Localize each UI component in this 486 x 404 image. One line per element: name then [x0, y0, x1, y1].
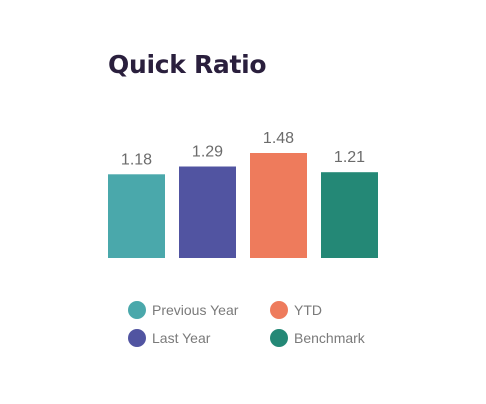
legend-item-benchmark: Benchmark — [270, 328, 365, 348]
bar-ytd — [250, 153, 307, 258]
legend-label: YTD — [294, 302, 322, 318]
bar-previous-year — [108, 174, 165, 258]
legend-label: Benchmark — [294, 330, 365, 346]
legend-label: Previous Year — [152, 302, 239, 318]
legend-swatch — [128, 301, 146, 319]
chart-title: Quick Ratio — [108, 50, 267, 79]
legend-item-last-year: Last Year — [128, 328, 210, 348]
data-label-previous-year: 1.18 — [121, 151, 152, 168]
legend-swatch — [270, 301, 288, 319]
bar-benchmark — [321, 172, 378, 258]
data-label-last-year: 1.29 — [192, 144, 223, 161]
data-label-benchmark: 1.21 — [334, 149, 365, 166]
legend: Previous Year Last Year YTD Benchmark — [128, 300, 428, 356]
bar-last-year — [179, 166, 236, 258]
legend-label: Last Year — [152, 330, 211, 346]
data-label-ytd: 1.48 — [263, 130, 294, 147]
legend-swatch — [128, 329, 146, 347]
legend-swatch — [270, 329, 288, 347]
legend-item-ytd: YTD — [270, 300, 322, 320]
legend-item-previous-year: Previous Year — [128, 300, 238, 320]
